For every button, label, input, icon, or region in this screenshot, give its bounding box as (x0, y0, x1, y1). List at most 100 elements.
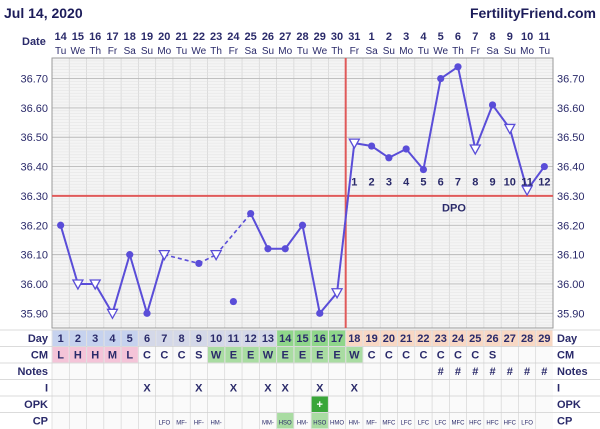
table-day-value: 27 (504, 333, 516, 345)
table-cp-value: HFC (486, 420, 499, 426)
date-tick-label: 22 (193, 31, 205, 43)
temp-point (264, 245, 272, 253)
table-cm-value: C (143, 349, 151, 361)
table-cp-value: LFC (418, 420, 430, 426)
table-i-value: X (264, 382, 272, 394)
table-cell-bg (207, 330, 225, 346)
table-notes-value: # (507, 366, 513, 378)
y-tick-label-left: 36.20 (20, 220, 48, 232)
table-cell-bg (501, 330, 518, 346)
table-cm-value: C (471, 349, 479, 361)
dpo-number: 7 (455, 176, 461, 188)
weekday-tick-label: We (433, 46, 448, 57)
table-day-value: 14 (279, 333, 292, 345)
table-cell-bg (173, 330, 190, 346)
table-day-value: 19 (365, 333, 377, 345)
table-i-value: X (351, 382, 359, 394)
table-cell-bg (277, 347, 294, 363)
date-tick-label: 21 (175, 31, 187, 43)
date-row-label: Date (22, 36, 46, 48)
table-cell-bg (87, 330, 104, 346)
table-cell-bg (484, 330, 501, 346)
table-row-label-right: Day (557, 333, 578, 345)
table-row-label-left: Notes (17, 366, 48, 378)
weekday-tick-label: Su (262, 46, 274, 57)
date-tick-label: 5 (438, 31, 444, 43)
table-cm-value: W (263, 349, 274, 361)
table-day-value: 23 (435, 333, 447, 345)
table-cp-value: MFC (382, 420, 396, 426)
table-day-value: 26 (486, 333, 498, 345)
table-cell-bg (346, 347, 363, 363)
weekday-tick-label: Fr (350, 46, 360, 57)
date-tick-label: 1 (369, 31, 375, 43)
temp-point (298, 221, 307, 229)
table-cm-value: C (160, 349, 168, 361)
weekday-tick-label: We (312, 46, 327, 57)
table-cp-value: HM- (297, 420, 308, 426)
table-cell-bg (449, 330, 467, 346)
table-cp-value: LFC (400, 420, 412, 426)
table-day-value: 6 (144, 333, 150, 345)
temp-point (402, 145, 410, 153)
table-cell-bg (242, 330, 259, 346)
y-tick-label-right: 36.00 (557, 279, 585, 291)
table-row-label-left: CM (31, 349, 48, 361)
temp-point (57, 221, 65, 229)
table-cm-value: L (57, 349, 64, 361)
dpo-number: 6 (438, 176, 444, 188)
y-tick-label-left: 36.00 (20, 279, 48, 291)
table-cm-value: C (454, 349, 462, 361)
table-cell-bg (328, 347, 346, 363)
weekday-tick-label: Fr (108, 46, 118, 57)
temp-point-open (106, 308, 119, 320)
table-cp-value: LFO (521, 420, 533, 426)
weekday-tick-label: Th (210, 46, 222, 57)
temp-point (454, 63, 462, 71)
table-cm-value: C (437, 349, 445, 361)
weekday-tick-label: Sa (365, 46, 378, 57)
temp-point (488, 101, 497, 109)
table-row-label-right: OPK (557, 399, 581, 411)
table-i-value: X (195, 382, 203, 394)
table-cm-value: C (368, 349, 376, 361)
temp-line-dashed-segment (164, 253, 200, 265)
temp-line-segment (474, 104, 494, 150)
table-cm-value: C (419, 349, 427, 361)
temp-line-segment (422, 78, 442, 170)
dpo-label: DPO (442, 203, 466, 215)
table-cm-value: S (489, 349, 496, 361)
y-tick-label-right: 36.10 (557, 250, 585, 262)
y-tick-label-left: 36.50 (20, 132, 48, 144)
temp-line-dashed-segment (215, 213, 252, 256)
temp-point (247, 209, 255, 218)
table-day-value: 28 (521, 333, 533, 345)
temp-line-segment (301, 225, 321, 314)
table-cp-value: LFO (158, 420, 170, 426)
table-day-value: 16 (314, 333, 326, 345)
temp-line-segment (336, 142, 356, 293)
table-cell-bg (277, 330, 294, 346)
table-cp-value: LFC (435, 420, 447, 426)
temp-point (126, 251, 134, 259)
table-opk-value: + (317, 399, 323, 411)
table-day-value: 13 (262, 333, 274, 345)
table-cm-value: W (349, 349, 360, 361)
date-tick-label: 18 (124, 31, 136, 43)
table-day-value: 21 (400, 333, 412, 345)
date-tick-label: 31 (348, 31, 360, 43)
table-cell-bg (380, 330, 398, 346)
table-cell-bg (294, 347, 311, 363)
table-cm-value: E (282, 349, 289, 361)
table-cp-value: HSO (279, 420, 292, 426)
y-tick-label-right: 35.90 (557, 308, 585, 320)
temp-line-segment (508, 128, 529, 191)
dpo-number: 4 (403, 176, 410, 188)
y-tick-label-right: 36.20 (557, 220, 585, 232)
table-cm-value: C (178, 349, 186, 361)
dpo-number: 11 (521, 176, 533, 188)
table-day-value: 18 (348, 333, 360, 345)
temp-line-segment (128, 254, 148, 314)
weekday-tick-label: Sa (486, 46, 499, 57)
table-cm-value: C (385, 349, 393, 361)
